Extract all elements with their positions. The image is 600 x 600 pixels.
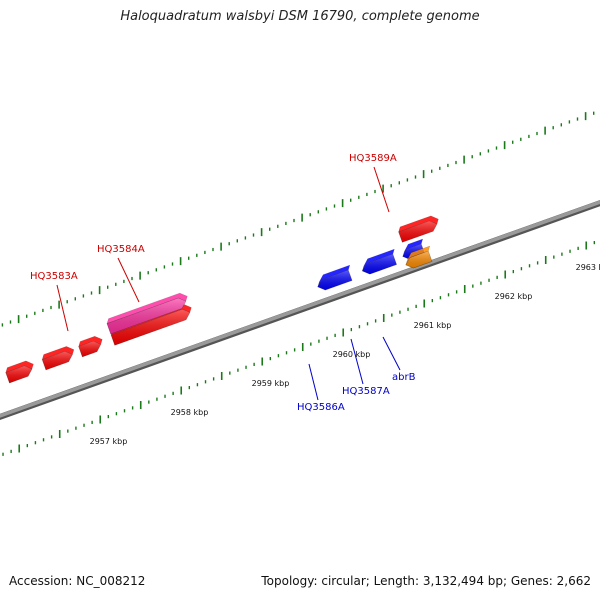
scale-tick-label: 2958 kbp bbox=[171, 408, 209, 417]
scale-tick-label: 2961 kbp bbox=[414, 321, 452, 330]
label-leader-line bbox=[350, 338, 364, 385]
map-title: Haloquadratum walsbyi DSM 16790, complet… bbox=[120, 9, 480, 24]
gene-arrow-shade bbox=[5, 365, 32, 383]
gene-label-abrB[interactable]: abrB bbox=[392, 372, 416, 383]
gene-arrow-shade bbox=[362, 254, 397, 275]
gene-arrow-shade bbox=[398, 220, 437, 243]
accession-text: Accession: NC_008212 bbox=[9, 574, 146, 588]
feature-track bbox=[5, 215, 439, 384]
gene-fwd-3[interactable] bbox=[78, 335, 103, 358]
gene-fwd-1[interactable] bbox=[5, 360, 34, 384]
gene-label-HQ3586A[interactable]: HQ3586A bbox=[297, 402, 345, 413]
label-leader-line bbox=[373, 166, 390, 213]
scale-tick-label: 2960 kbp bbox=[333, 350, 371, 359]
gene-label-HQ3589A[interactable]: HQ3589A bbox=[349, 153, 397, 164]
gene-label-HQ3583A[interactable]: HQ3583A bbox=[30, 271, 78, 282]
gene-HQ3584A[interactable] bbox=[106, 292, 188, 335]
gene-arrow-shade bbox=[317, 270, 353, 291]
gene-arrow-shade bbox=[78, 341, 101, 357]
gene-HQ3587A[interactable] bbox=[361, 248, 397, 275]
genome-summary-text: Topology: circular; Length: 3,132,494 bp… bbox=[261, 574, 591, 588]
label-leader-line bbox=[308, 363, 319, 401]
gene-arrow-shade bbox=[405, 251, 433, 269]
label-leader-line bbox=[117, 257, 140, 303]
gene-label-HQ3584A[interactable]: HQ3584A bbox=[97, 244, 145, 255]
scale-tick-label: 2957 kbp bbox=[90, 437, 128, 446]
gene-fwd-2[interactable] bbox=[41, 346, 75, 371]
scale-labels: 2957 kbp 2958 kbp 2959 kbp 2960 kbp 2961 kbp… bbox=[90, 263, 600, 446]
gene-HQ3586A[interactable] bbox=[317, 264, 353, 291]
scale-tick-label: 2962 kbp bbox=[495, 292, 533, 301]
gene-label-HQ3587A[interactable]: HQ3587A bbox=[342, 386, 390, 397]
gene-HQ3589A[interactable] bbox=[398, 215, 439, 243]
gene-arrow-shade bbox=[42, 351, 73, 370]
backbone bbox=[0, 199, 600, 421]
gene-rna-1[interactable] bbox=[405, 245, 433, 269]
gene-arrow-shade bbox=[107, 298, 186, 334]
scale-tick-label: 2959 kbp bbox=[252, 379, 290, 388]
reverse-tick-row bbox=[2, 240, 596, 456]
scale-tick-label: 2963 kbp bbox=[576, 263, 600, 272]
forward-tick-row bbox=[1, 111, 595, 327]
gene-arrow-shade bbox=[111, 309, 190, 346]
label-leader-line bbox=[382, 336, 401, 371]
label-leader-line bbox=[56, 284, 69, 332]
